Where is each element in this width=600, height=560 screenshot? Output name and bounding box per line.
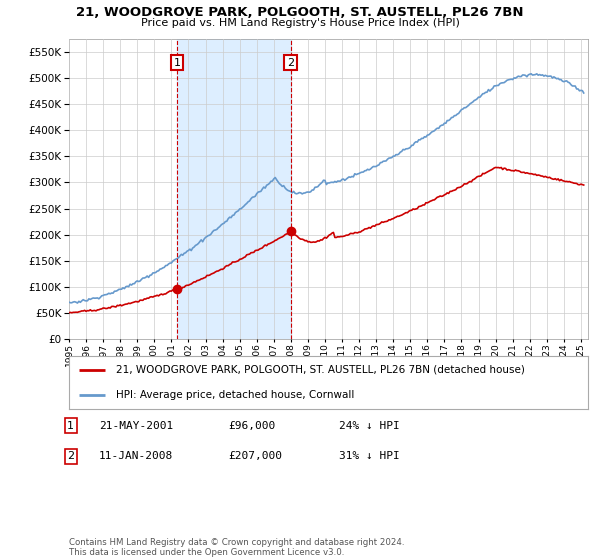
Text: Price paid vs. HM Land Registry's House Price Index (HPI): Price paid vs. HM Land Registry's House … <box>140 18 460 28</box>
Text: 21, WOODGROVE PARK, POLGOOTH, ST. AUSTELL, PL26 7BN: 21, WOODGROVE PARK, POLGOOTH, ST. AUSTEL… <box>76 6 524 18</box>
Text: 1: 1 <box>173 58 181 68</box>
Text: 31% ↓ HPI: 31% ↓ HPI <box>339 451 400 461</box>
Text: 1: 1 <box>67 421 74 431</box>
Text: 11-JAN-2008: 11-JAN-2008 <box>99 451 173 461</box>
Text: £96,000: £96,000 <box>228 421 275 431</box>
Text: 24% ↓ HPI: 24% ↓ HPI <box>339 421 400 431</box>
Bar <box>177 39 291 339</box>
Text: £207,000: £207,000 <box>228 451 282 461</box>
Text: 2: 2 <box>287 58 295 68</box>
Text: Contains HM Land Registry data © Crown copyright and database right 2024.
This d: Contains HM Land Registry data © Crown c… <box>69 538 404 557</box>
Text: HPI: Average price, detached house, Cornwall: HPI: Average price, detached house, Corn… <box>116 390 354 400</box>
Text: 21-MAY-2001: 21-MAY-2001 <box>99 421 173 431</box>
Text: 21, WOODGROVE PARK, POLGOOTH, ST. AUSTELL, PL26 7BN (detached house): 21, WOODGROVE PARK, POLGOOTH, ST. AUSTEL… <box>116 365 524 375</box>
Text: 2: 2 <box>67 451 74 461</box>
